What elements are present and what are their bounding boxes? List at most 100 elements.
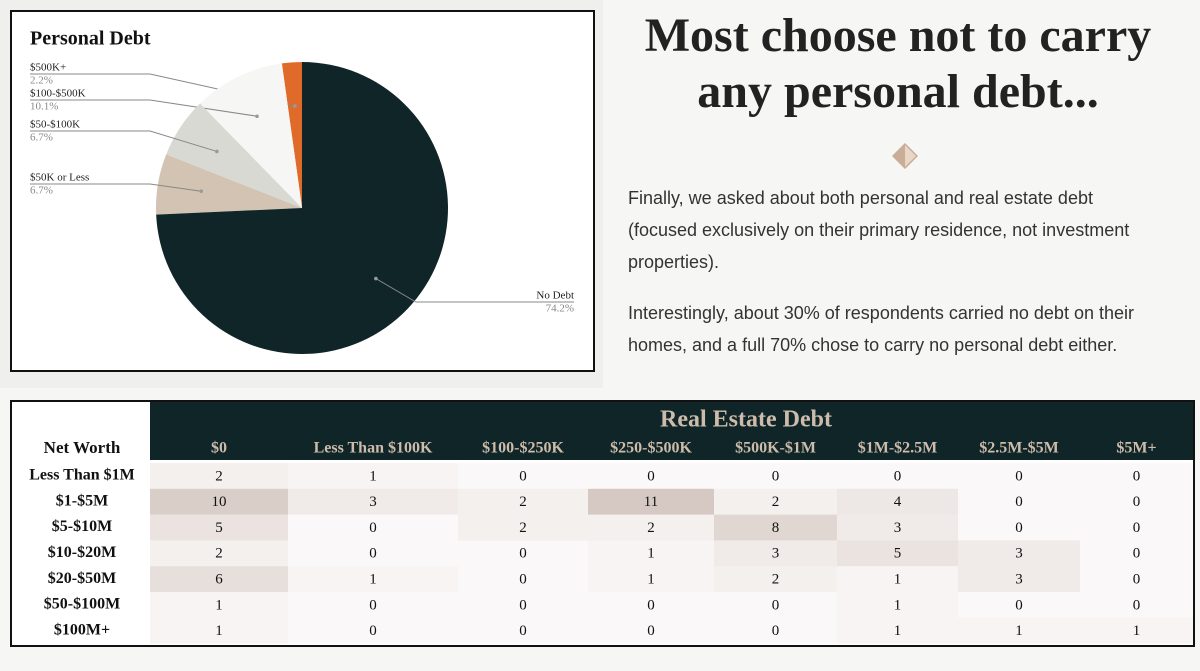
cell-value: 0: [519, 546, 527, 562]
cell-value: 0: [519, 468, 527, 484]
cell-value: 0: [647, 468, 655, 484]
cell-value: 0: [1133, 520, 1141, 536]
row-label: Less Than $1M: [29, 467, 135, 484]
heading: Most choose not to carry any personal de…: [644, 9, 1152, 118]
cell-value: 0: [1015, 597, 1023, 613]
header-band: [150, 402, 1193, 460]
cell-value: 0: [519, 597, 527, 613]
cell-value: 0: [519, 623, 527, 639]
cell-value: 0: [519, 572, 527, 588]
data-label: 2.2%: [30, 75, 53, 87]
cell-value: 2: [215, 468, 223, 484]
cell-value: 2: [215, 546, 223, 562]
row-label: $100M+: [54, 621, 110, 638]
heat-cell: [288, 463, 458, 489]
heat-cell: [714, 488, 837, 515]
cell-value: 1: [647, 572, 655, 588]
leader-dot: [215, 149, 219, 154]
cell-value: 0: [1015, 468, 1023, 484]
column-header: Less Than $100K: [314, 440, 433, 457]
cell-value: 2: [772, 494, 780, 510]
heat-cell: [1080, 514, 1193, 541]
pie-slice: [166, 103, 302, 208]
heat-cell: [588, 566, 714, 592]
cell-value: 0: [647, 597, 655, 613]
heat-cell: [837, 566, 958, 592]
pie-slice: [199, 63, 302, 208]
column-header: $100-$250K: [482, 440, 564, 457]
heat-cell: [150, 566, 288, 592]
cell-value: 0: [369, 520, 377, 536]
cell-value: 1: [369, 572, 377, 588]
pie-slice: [281, 62, 302, 208]
legend-label: No Debt: [536, 290, 574, 302]
leader-line: [30, 130, 218, 152]
heat-cell: [288, 514, 458, 541]
legend-label: $100-$500K: [30, 88, 86, 100]
heat-cell: [1080, 463, 1193, 489]
cell-value: 3: [894, 520, 902, 536]
heat-cell: [588, 592, 714, 618]
heat-cell: [837, 463, 958, 489]
cell-value: 8: [772, 520, 780, 536]
heat-cell: [958, 617, 1080, 644]
heat-cell: [288, 566, 458, 592]
cell-value: 1: [1015, 623, 1023, 639]
heat-cell: [150, 540, 288, 567]
cell-value: 0: [369, 546, 377, 562]
column-header: $1M-$2.5M: [858, 440, 938, 457]
heat-cell: [150, 488, 288, 515]
row-label: $1-$5M: [56, 492, 108, 509]
pie-slice: [156, 62, 448, 354]
cell-value: 0: [369, 597, 377, 613]
cell-value: 5: [894, 546, 902, 562]
heat-cell: [837, 540, 958, 567]
cell-value: 5: [215, 520, 223, 536]
leader-line: [30, 183, 202, 192]
cell-value: 0: [772, 597, 780, 613]
table-panel: Real Estate Debt Net Worth $0 Less Than $…: [10, 400, 1195, 647]
heat-cell: [458, 566, 588, 592]
heat-cell: [588, 488, 714, 515]
heat-cell: [1080, 566, 1193, 592]
cell-value: 3: [369, 494, 377, 510]
leader-line: [375, 278, 574, 303]
chart-title: Personal Debt: [30, 28, 151, 50]
cell-value: 0: [1015, 494, 1023, 510]
heat-cell: [958, 566, 1080, 592]
row-label: $50-$100M: [44, 596, 120, 613]
column-header: $250-$500K: [610, 440, 692, 457]
cell-value: 1: [369, 468, 377, 484]
heat-cell: [588, 463, 714, 489]
cell-value: 1: [1133, 623, 1141, 639]
heat-cell: [837, 514, 958, 541]
heat-cell: [588, 514, 714, 541]
cell-value: 0: [1133, 597, 1141, 613]
pie-slice: [156, 154, 302, 215]
heat-cell: [458, 540, 588, 567]
cell-value: 3: [1015, 572, 1023, 588]
cell-value: 2: [772, 572, 780, 588]
heat-cell: [150, 592, 288, 618]
cell-value: 1: [894, 623, 902, 639]
heat-cell: [837, 592, 958, 618]
heat-cell: [958, 463, 1080, 489]
cell-value: 0: [647, 623, 655, 639]
heat-cell: [837, 617, 958, 644]
cell-value: 0: [1015, 520, 1023, 536]
heat-cell: [588, 540, 714, 567]
heat-cell: [1080, 617, 1193, 644]
legend-label: $50K or Less: [30, 172, 89, 184]
cell-value: 4: [894, 494, 902, 510]
data-label: 6.7%: [30, 185, 53, 197]
heat-cell: [588, 617, 714, 644]
heat-cell: [288, 592, 458, 618]
cell-value: 0: [772, 468, 780, 484]
heat-cell: [150, 463, 288, 489]
leader-dot: [293, 104, 297, 108]
table: Real Estate Debt Net Worth $0 Less Than $…: [29, 402, 1193, 644]
heat-cell: [288, 488, 458, 515]
heat-cell: [714, 566, 837, 592]
cell-value: 0: [772, 623, 780, 639]
